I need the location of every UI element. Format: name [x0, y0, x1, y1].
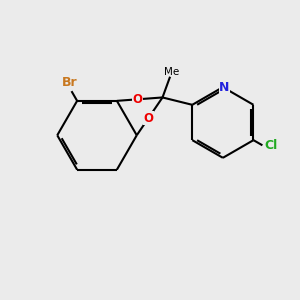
Text: O: O	[143, 112, 153, 125]
Text: N: N	[219, 81, 230, 94]
Text: Cl: Cl	[264, 139, 277, 152]
Text: Me: Me	[164, 67, 179, 77]
Text: O: O	[132, 93, 142, 106]
Text: Br: Br	[62, 76, 78, 89]
